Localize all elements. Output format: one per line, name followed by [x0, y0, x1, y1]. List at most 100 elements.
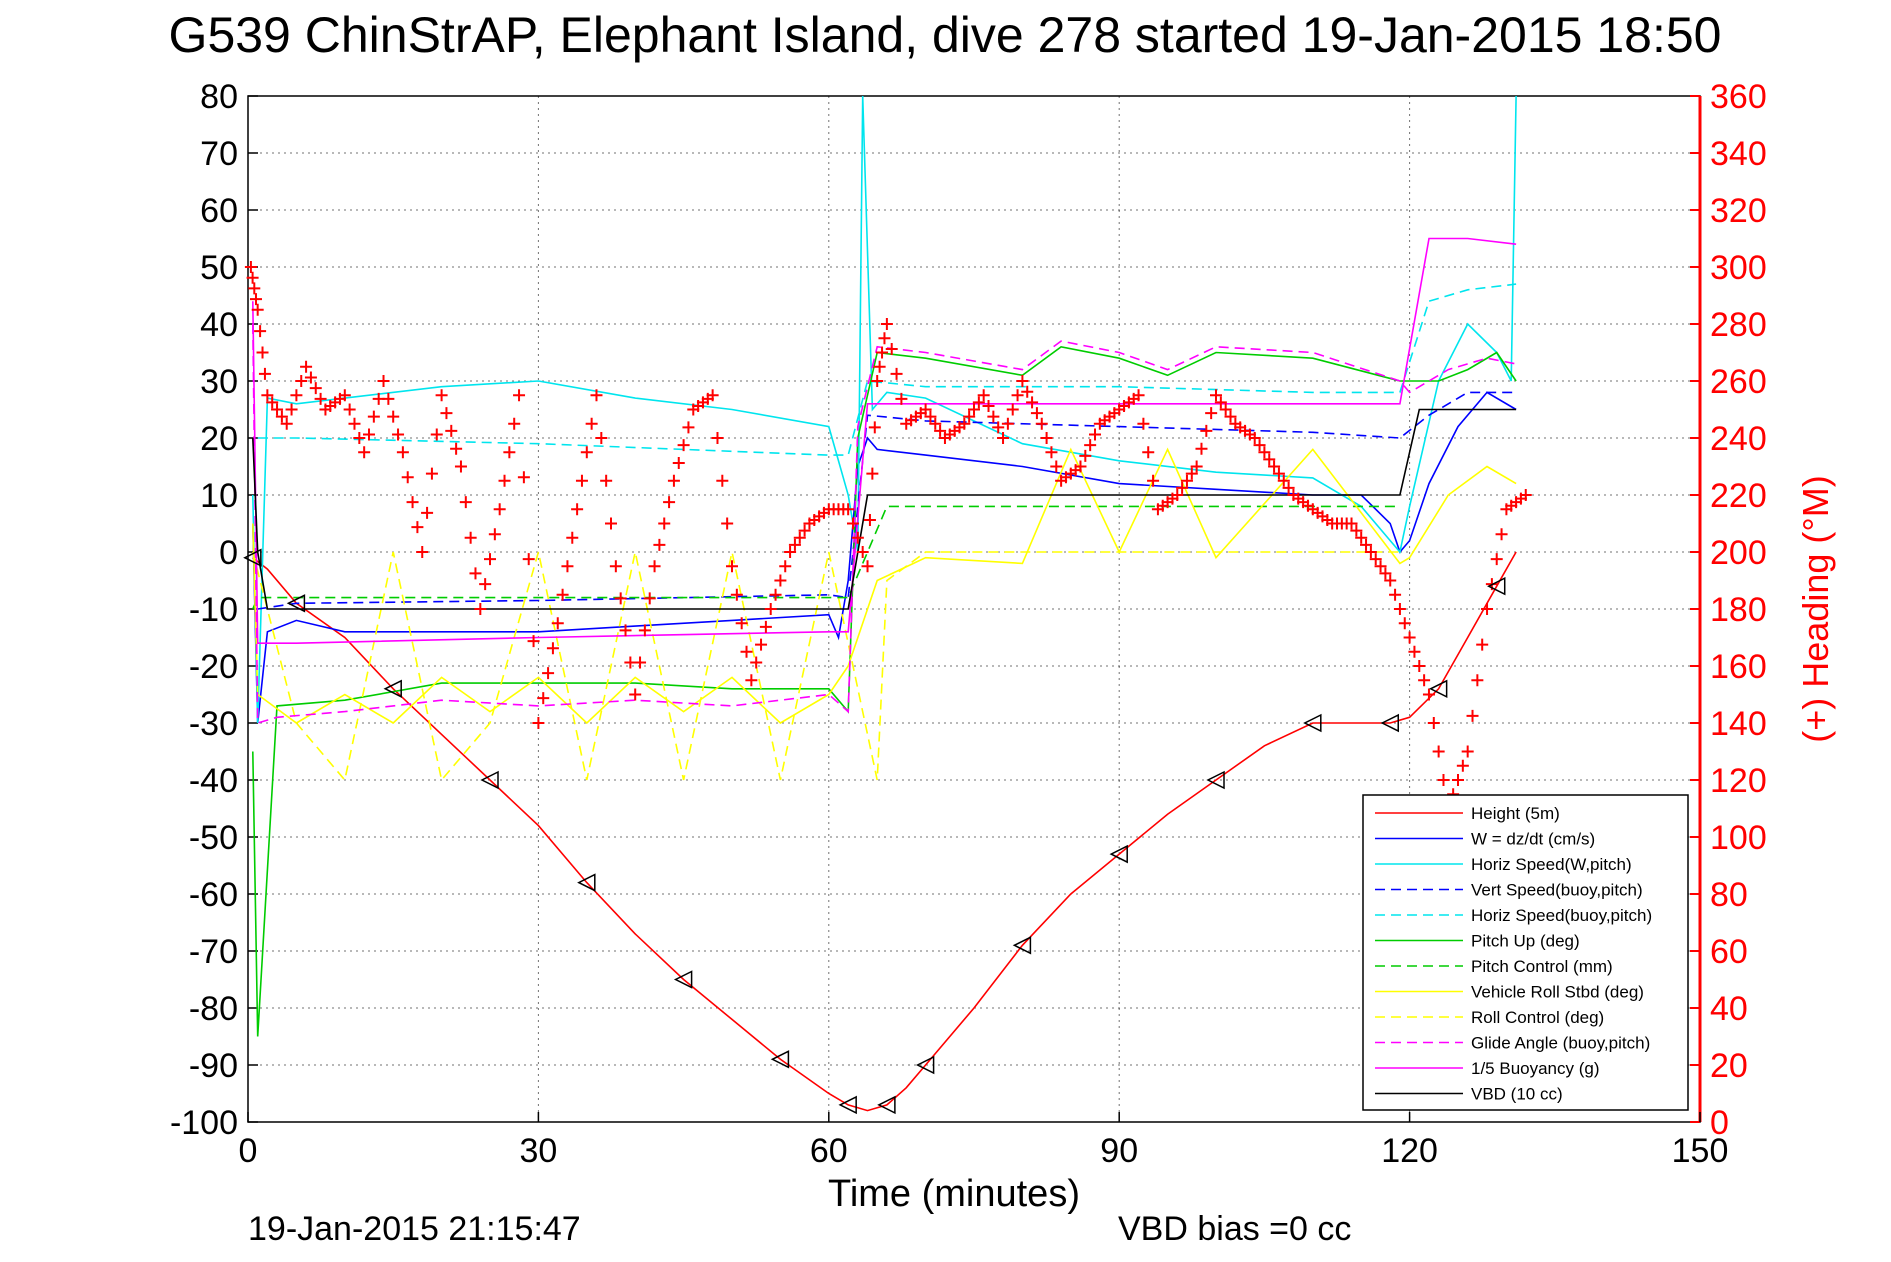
y2-tick-label: 240: [1710, 420, 1767, 458]
heading-point: [1389, 588, 1402, 601]
legend-label: Pitch Up (deg): [1471, 932, 1580, 951]
legend-label: Pitch Control (mm): [1471, 957, 1613, 976]
heading-point: [924, 410, 937, 423]
series-height-5m: [252, 551, 1517, 1112]
heading-point: [750, 656, 763, 669]
legend-label: Height (5m): [1471, 804, 1560, 823]
heading-point: [248, 282, 261, 295]
heading-point: [868, 421, 881, 434]
heading-point: [249, 293, 262, 306]
heading-point: [1369, 553, 1382, 566]
series-1-5-buoyancy-g: [252, 237, 1517, 645]
y2-tick-label: 220: [1710, 477, 1767, 515]
heading-point: [1374, 560, 1387, 573]
heading-point: [793, 531, 806, 544]
heading-point: [1476, 638, 1489, 651]
y-tick-label: 50: [200, 249, 238, 287]
heading-point: [992, 421, 1005, 434]
height-marker: [1428, 679, 1448, 699]
heading-point: [358, 446, 371, 459]
chart-title: G539 ChinStrAP, Elephant Island, dive 27…: [169, 7, 1722, 63]
heading-point: [411, 521, 424, 534]
y-tick-label: -10: [189, 591, 238, 629]
heading-point: [1360, 538, 1373, 551]
heading-point: [469, 567, 482, 580]
y2-tick-label: 360: [1710, 78, 1767, 116]
heading-point: [1384, 574, 1397, 587]
heading-point: [1176, 481, 1189, 494]
heading-point: [878, 332, 891, 345]
heading-point: [546, 642, 559, 655]
heading-point: [634, 656, 647, 669]
heading-point: [575, 474, 588, 487]
heading-point: [963, 410, 976, 423]
y2-tick-label: 0: [1710, 1104, 1729, 1142]
heading-point: [1137, 417, 1150, 430]
height-marker: [770, 1050, 790, 1069]
heading-point: [261, 389, 274, 402]
heading-point: [982, 399, 995, 412]
y2-tick-label: 40: [1710, 990, 1748, 1028]
heading-point: [919, 403, 932, 416]
heading-point: [1224, 410, 1237, 423]
heading-point: [716, 474, 729, 487]
y2-tick-label: 280: [1710, 306, 1767, 344]
heading-point: [590, 389, 603, 402]
heading-point: [421, 506, 434, 519]
heading-point: [1461, 745, 1474, 758]
heading-point: [425, 467, 438, 480]
heading-point: [682, 421, 695, 434]
heading-point: [1422, 688, 1435, 701]
heading-point: [314, 392, 327, 405]
heading-point: [667, 474, 680, 487]
heading-point: [648, 560, 661, 573]
heading-point: [1089, 428, 1101, 441]
heading-point: [382, 392, 395, 405]
heading-point: [1277, 474, 1290, 487]
x-tick-label: 30: [519, 1132, 557, 1170]
heading-point: [1171, 489, 1184, 501]
heading-point: [246, 271, 259, 284]
height-marker: [1206, 770, 1225, 790]
legend-box: [1362, 794, 1689, 1111]
heading-point: [1350, 524, 1363, 537]
heading-point: [769, 588, 782, 601]
heading-point: [1074, 460, 1087, 473]
heading-point: [1263, 453, 1276, 466]
heading-point: [1210, 389, 1222, 402]
heading-point: [1437, 774, 1450, 786]
heading-point: [890, 367, 903, 380]
y-tick-label: 80: [200, 78, 238, 116]
y-tick-label: 20: [200, 420, 238, 458]
heading-point: [1011, 389, 1024, 402]
heading-point: [498, 474, 511, 487]
heading-point: [1282, 481, 1295, 494]
y2-tick-label: 260: [1710, 363, 1767, 401]
legend: Height (5m) W = dz/dt (cm/s) Horiz Speed(W…: [1362, 794, 1689, 1111]
series-layer: [244, 95, 1532, 1112]
heading-point: [721, 517, 734, 530]
height-marker: [1380, 713, 1399, 733]
series-w-dz-dt-cm-s: [252, 391, 1517, 724]
heading-point: [972, 396, 985, 409]
heading-point: [885, 342, 898, 355]
height-marker: [1303, 713, 1322, 733]
heading-point: [1379, 567, 1392, 580]
height-marker: [1109, 844, 1128, 864]
heading-point: [258, 367, 271, 380]
heading-point: [643, 592, 656, 605]
y-tick-label: 10: [200, 477, 238, 515]
heading-point: [266, 396, 279, 409]
heading-point: [958, 417, 971, 430]
heading-point: [861, 560, 874, 573]
heading-point: [532, 717, 545, 729]
y2-tick-label: 20: [1710, 1047, 1748, 1085]
y2-tick-label: 100: [1710, 819, 1767, 857]
heading-point: [542, 667, 555, 680]
heading-point: [1026, 396, 1039, 409]
y2-tick-label: 140: [1710, 705, 1767, 743]
heading-point: [672, 456, 685, 469]
heading-point: [929, 417, 942, 430]
left-y-ticks: 80 70 60 50 40 30 20 10 0 -10 -20 -30 -40 -50 -60 -70 -8…: [170, 78, 258, 1142]
heading-point: [271, 403, 284, 416]
